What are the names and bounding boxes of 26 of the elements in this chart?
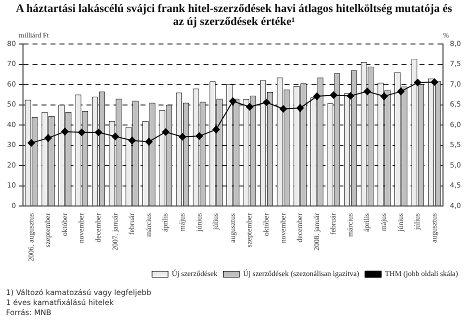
point [414,78,422,86]
point [246,103,254,111]
point [44,134,52,142]
point [196,132,203,140]
point [162,128,170,136]
point [313,92,321,100]
point [430,78,438,86]
point [380,92,388,100]
point [364,88,371,96]
point [145,138,153,146]
point [112,132,119,140]
point [330,91,338,99]
point [280,105,287,113]
point [296,104,304,112]
point [229,97,237,105]
point [262,98,270,106]
point [212,126,220,134]
chart-title: A háztartási lakáscélú svájci frank hitel-szerződések havi átlagos hitelköltség mutatója és az új szerződések értéke¹ [14,2,454,29]
point [78,128,86,136]
point [128,136,136,144]
point [397,88,405,96]
point [28,139,36,147]
point [178,133,186,141]
point [61,128,69,136]
point [346,92,354,100]
point [94,128,102,136]
